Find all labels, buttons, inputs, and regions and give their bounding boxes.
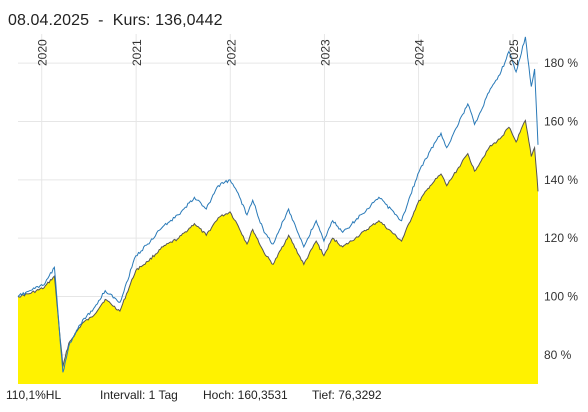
x-tick-label: 2021 <box>130 39 144 66</box>
quote-date: 08.04.2025 <box>8 12 90 29</box>
x-axis-year-labels: 2020 2021 2022 2023 2024 2025 <box>36 39 521 66</box>
footer-low: Tief: 76,3292 <box>312 388 382 402</box>
y-tick-label: 80 % <box>544 348 572 362</box>
area-line <box>17 119 539 367</box>
y-tick-label: 160 % <box>544 115 578 129</box>
y-tick-label: 140 % <box>544 173 578 187</box>
y-tick-label: 180 % <box>544 56 578 70</box>
footer-high: Hoch: 160,3531 <box>203 388 288 402</box>
header-separator: - <box>98 12 104 29</box>
y-axis-percent-labels: 80 % 100 % 120 % 140 % 160 % 180 % <box>544 56 578 362</box>
footer-interval: Intervall: 1 Tag <box>100 388 178 402</box>
x-tick-label: 2022 <box>224 39 238 66</box>
x-tick-label: 2025 <box>507 39 521 66</box>
y-tick-label: 100 % <box>544 290 578 304</box>
chart-header: 08.04.2025 - Kurs: 136,0442 <box>8 12 223 30</box>
price-label: Kurs: <box>112 12 151 29</box>
y-tick-label: 120 % <box>544 231 578 245</box>
chart-footer: 110,1%HL Intervall: 1 Tag Hoch: 160,3531… <box>0 388 588 406</box>
comparison-line <box>17 36 539 373</box>
price-value: 136,0442 <box>155 12 223 29</box>
area-fill <box>18 120 538 384</box>
x-tick-label: 2020 <box>36 39 50 66</box>
x-tick-label: 2024 <box>413 39 427 66</box>
x-tick-label: 2023 <box>318 39 332 66</box>
footer-range: 110,1%HL <box>6 388 62 402</box>
